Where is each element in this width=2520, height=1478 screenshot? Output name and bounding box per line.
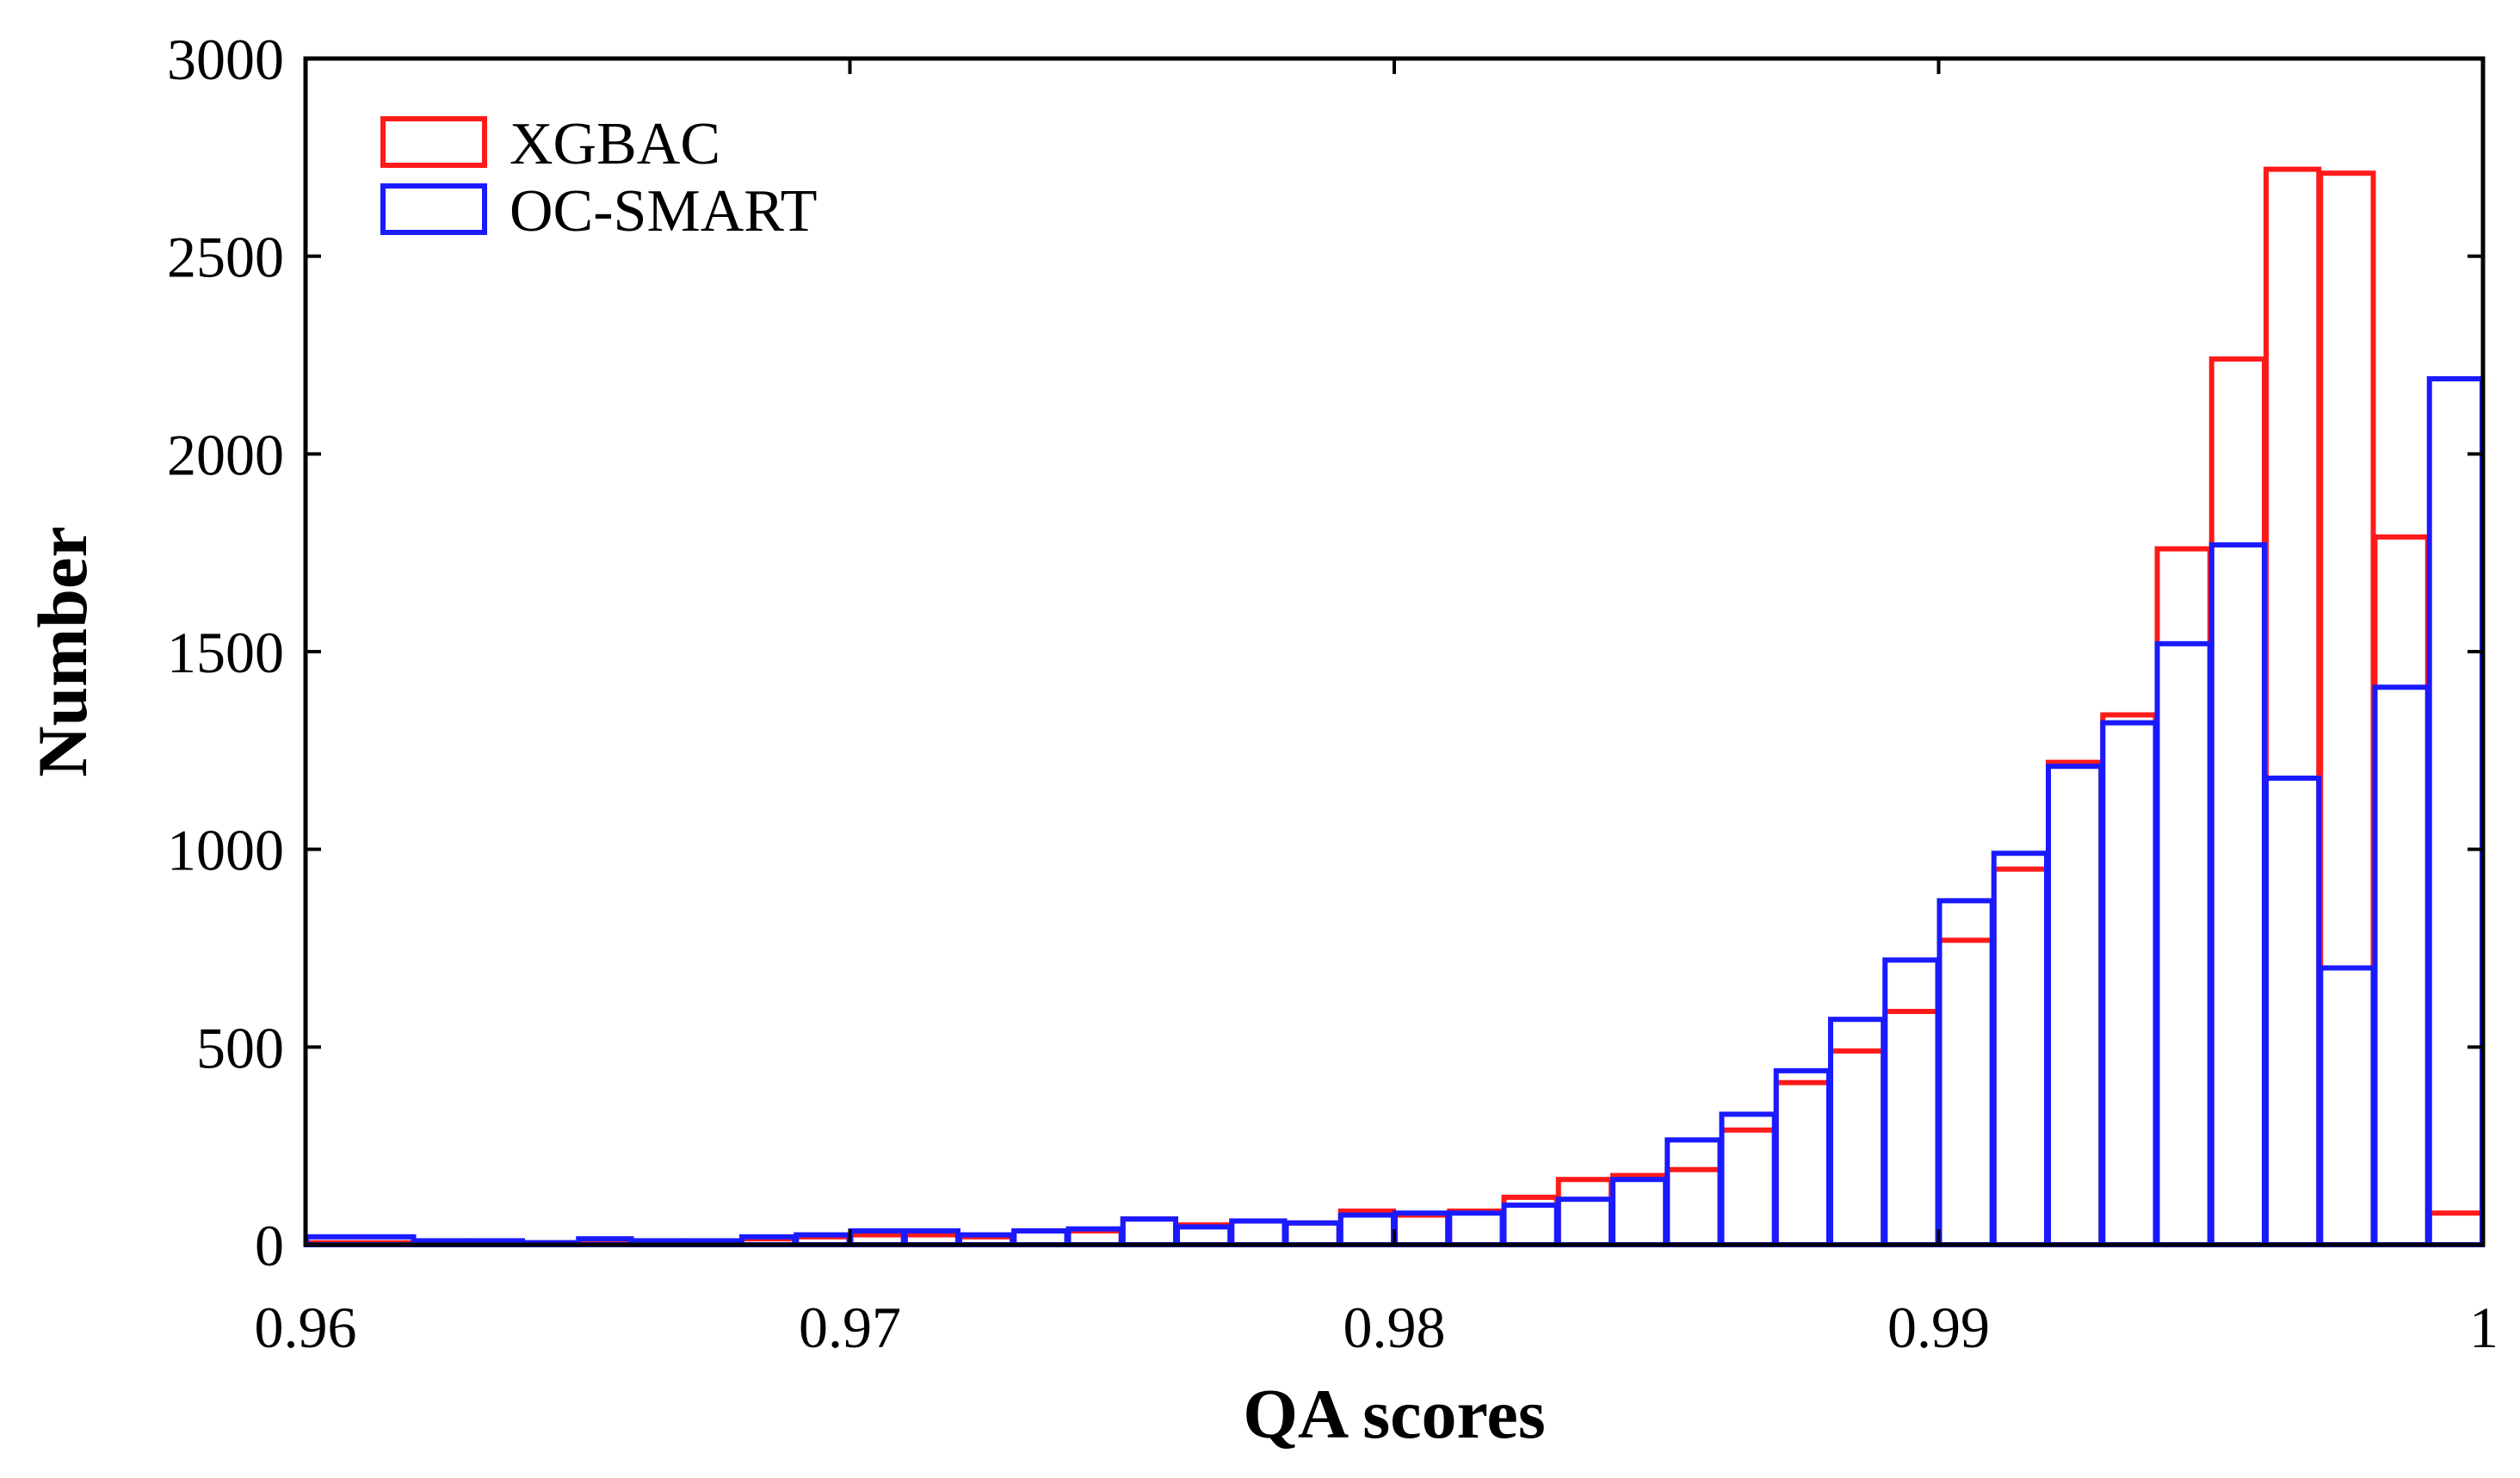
- legend-swatch-oc-smart: [380, 183, 487, 235]
- legend-swatch-xgbac: [380, 116, 487, 168]
- legend-label-oc-smart: OC-SMART: [510, 178, 818, 244]
- y-tick-label: 1000: [167, 818, 284, 883]
- y-tick-label: 500: [196, 1015, 284, 1080]
- y-tick-label: 2500: [167, 225, 284, 290]
- y-tick-label: 2000: [167, 422, 284, 487]
- x-tick-label: 0.96: [255, 1295, 357, 1360]
- x-axis-label: QA scores: [1243, 1375, 1546, 1453]
- y-tick-label: 3000: [167, 27, 284, 92]
- x-tick-label: 0.99: [1887, 1295, 1990, 1360]
- x-tick-label: 0.97: [799, 1295, 901, 1360]
- legend: XGBAC OC-SMART: [380, 111, 818, 244]
- x-tick-label: 1: [2469, 1295, 2498, 1360]
- x-tick-label: 0.98: [1343, 1295, 1446, 1360]
- tick-layer: 0.96 0.97 0.98 0.99 1 0 500 1000 1500 2000 2500 300…: [167, 27, 2498, 1360]
- legend-label-xgbac: XGBAC: [510, 111, 720, 177]
- y-axis-label: Number: [23, 526, 102, 777]
- y-tick-label: 1500: [167, 620, 284, 685]
- y-tick-label: 0: [255, 1213, 284, 1278]
